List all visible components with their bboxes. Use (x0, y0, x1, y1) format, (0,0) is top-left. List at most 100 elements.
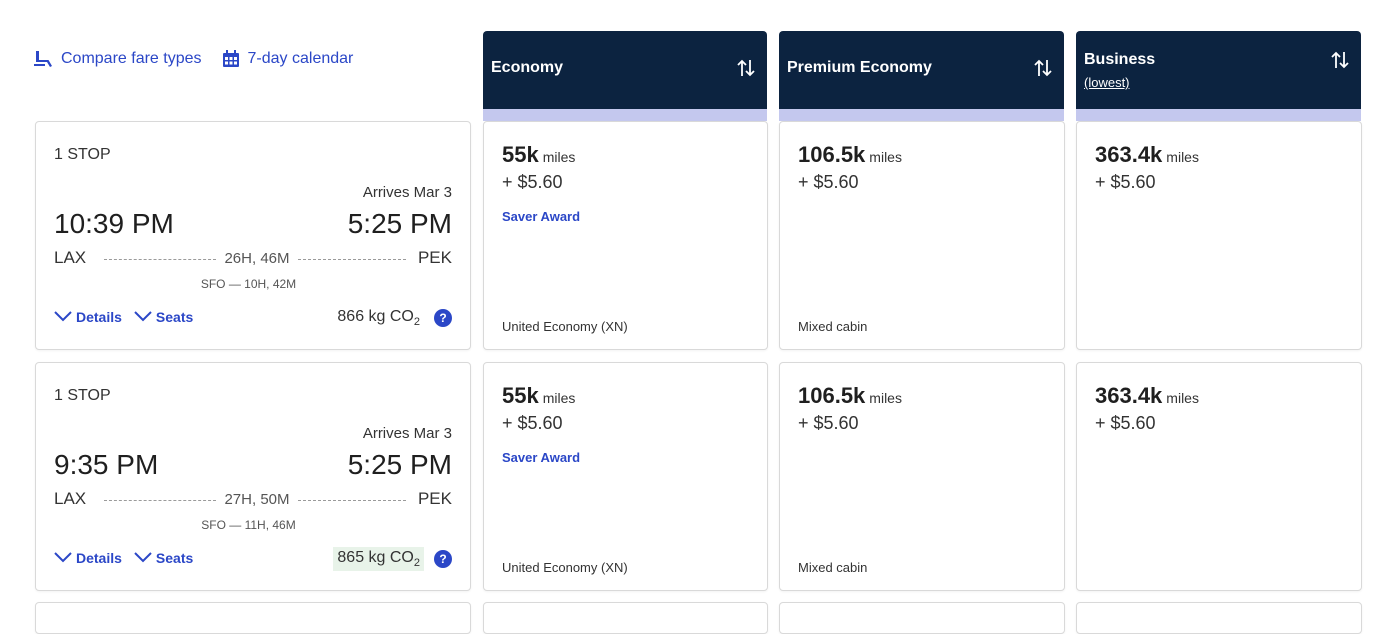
flight-card: 1 STOP Arrives Mar 3 10:39 PM 5:25 PM LA… (35, 121, 471, 350)
fare-miles: 106.5k miles (798, 383, 902, 409)
fare-tax: + $5.60 (798, 413, 859, 433)
column-header-economy: Economy (483, 31, 767, 121)
destination-airport: PEK (417, 248, 452, 267)
cabin-label: United Economy (XN) (502, 319, 628, 334)
seven-day-calendar-link[interactable]: 7-day calendar (222, 50, 354, 68)
layover-info: SFO — 11H, 46M (201, 518, 296, 532)
fare-cell-business[interactable] (1076, 602, 1362, 634)
flight-duration: 27H, 50M (224, 491, 290, 508)
miles-unit: miles (1166, 149, 1199, 165)
destination-airport: PEK (417, 489, 452, 508)
departure-time: 9:35 PM (54, 449, 159, 480)
seats-label: Seats (155, 550, 194, 566)
route-line (104, 259, 216, 260)
fare-miles: 363.4k miles (1095, 142, 1199, 168)
seven-day-calendar-label: 7-day calendar (247, 50, 354, 67)
route-line (104, 500, 216, 501)
sort-icon[interactable] (1329, 49, 1351, 76)
miles-value: 106.5k (798, 383, 866, 408)
origin-airport: LAX (54, 489, 87, 508)
flight-card (35, 602, 471, 634)
miles-value: 363.4k (1095, 383, 1163, 408)
details-label: Details (76, 550, 122, 566)
co2-value: 865 kg CO2 (333, 547, 424, 572)
calendar-icon (222, 50, 240, 68)
chevron-down-icon (54, 550, 72, 566)
details-toggle[interactable]: Details (54, 309, 122, 325)
arrival-time: 5:25 PM (347, 449, 452, 480)
arrival-date: Arrives Mar 3 (362, 184, 452, 201)
cabin-label: Mixed cabin (798, 560, 868, 575)
fare-tax: + $5.60 (502, 172, 563, 192)
lowest-link[interactable]: (lowest) (1084, 75, 1130, 90)
fare-miles: 106.5k miles (798, 142, 902, 168)
sort-icon[interactable] (735, 57, 757, 84)
help-icon[interactable]: ? (434, 550, 452, 569)
compare-fare-types-link[interactable]: Compare fare types (33, 50, 202, 68)
co2-text: 865 kg CO (337, 549, 414, 566)
details-label: Details (76, 309, 122, 325)
fare-cell-economy[interactable]: 55k miles + $5.60 Saver Award United Econ… (483, 362, 768, 591)
fare-tax: + $5.60 (502, 413, 563, 433)
route-line (298, 500, 406, 501)
fare-miles: 55k miles (502, 383, 575, 409)
seats-toggle[interactable]: Seats (134, 550, 193, 566)
column-title: Economy (491, 59, 564, 76)
toolbar: Compare fare types 7-day calendar (33, 50, 353, 68)
column-header-premium-economy: Premium Economy (779, 31, 1064, 121)
flight-links: Details Seats (54, 309, 193, 325)
fare-cell-premium-economy[interactable]: 106.5k miles + $5.60 Mixed cabin (779, 362, 1065, 591)
miles-unit: miles (542, 149, 576, 165)
column-header-business: Business (lowest) (1076, 31, 1361, 121)
fare-cell-economy[interactable]: 55k miles + $5.60 Saver Award United Econ… (483, 121, 768, 350)
compare-fare-types-label: Compare fare types (61, 50, 202, 67)
seat-icon (33, 50, 53, 68)
layover-info: SFO — 10H, 42M (200, 277, 297, 291)
fare-cell-business[interactable]: 363.4k miles + $5.60 (1076, 362, 1362, 591)
seats-toggle[interactable]: Seats (134, 309, 193, 325)
chevron-down-icon (54, 309, 72, 325)
miles-unit: miles (869, 149, 902, 165)
cabin-label: United Economy (XN) (502, 560, 628, 575)
flight-links: Details Seats (54, 550, 193, 566)
stops-label: 1 STOP (54, 146, 111, 163)
miles-unit: miles (869, 390, 902, 406)
help-icon[interactable]: ? (434, 309, 452, 328)
miles-value: 55k (502, 383, 539, 408)
column-title: Business (1084, 51, 1156, 68)
chevron-down-icon (134, 309, 152, 325)
details-toggle[interactable]: Details (54, 550, 122, 566)
fare-miles: 363.4k miles (1095, 383, 1199, 409)
co2-text: 866 kg CO (337, 308, 414, 325)
miles-unit: miles (542, 390, 576, 406)
header-stripe (1076, 109, 1361, 121)
miles-unit: miles (1166, 390, 1199, 406)
co2-emissions: 866 kg CO2 ? (333, 306, 452, 330)
flight-duration: 26H, 46M (224, 250, 290, 267)
fare-cell-business[interactable]: 363.4k miles + $5.60 (1076, 121, 1362, 350)
fare-cell-premium-economy[interactable]: 106.5k miles + $5.60 Mixed cabin (779, 121, 1065, 350)
route-line (298, 259, 406, 260)
arrival-time: 5:25 PM (347, 208, 452, 239)
co2-subscript: 2 (413, 316, 420, 329)
departure-time: 10:39 PM (54, 208, 174, 239)
fare-miles: 55k miles (502, 142, 575, 168)
origin-airport: LAX (54, 248, 87, 267)
header-stripe (779, 109, 1064, 121)
saver-award-badge: Saver Award (502, 209, 581, 224)
stops-label: 1 STOP (54, 387, 111, 404)
arrival-date: Arrives Mar 3 (362, 425, 452, 442)
cabin-label: Mixed cabin (798, 319, 868, 334)
co2-subscript: 2 (413, 557, 420, 570)
header-stripe (483, 109, 767, 121)
flight-card: 1 STOP Arrives Mar 3 9:35 PM 5:25 PM LAX… (35, 362, 471, 591)
fare-tax: + $5.60 (1095, 413, 1156, 433)
seats-label: Seats (155, 309, 194, 325)
fare-cell-premium-economy[interactable] (779, 602, 1065, 634)
sort-icon[interactable] (1032, 57, 1054, 84)
miles-value: 106.5k (798, 142, 866, 167)
saver-award-badge: Saver Award (502, 450, 581, 465)
co2-emissions: 865 kg CO2 ? (333, 547, 452, 572)
fare-cell-economy[interactable] (483, 602, 768, 634)
co2-value: 866 kg CO2 (333, 306, 424, 330)
